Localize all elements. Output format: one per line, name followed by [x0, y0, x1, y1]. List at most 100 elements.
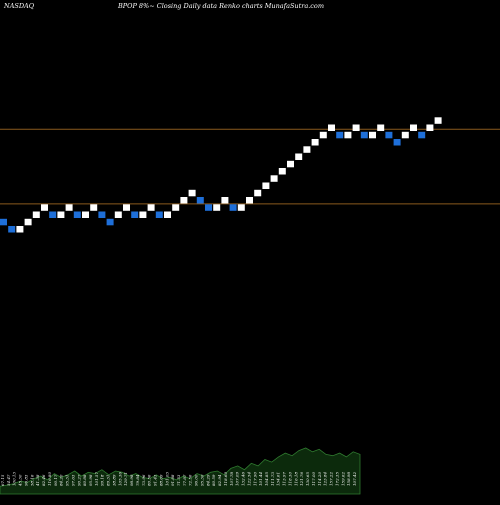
down-brick [0, 218, 7, 226]
up-brick [24, 218, 32, 226]
volume-label: 98.98 [129, 474, 134, 486]
down-brick [49, 211, 57, 218]
down-brick [73, 211, 81, 218]
up-brick [303, 146, 311, 153]
volume-label: 95.98 [88, 474, 93, 486]
up-brick [262, 182, 270, 189]
volume-label: 91.88 [170, 474, 175, 486]
volume-label: 100.13 [12, 472, 17, 486]
volume-label: 101.44 [258, 472, 263, 486]
up-brick [139, 211, 147, 218]
volume-label: 114.20 [317, 472, 322, 486]
volume-label: 82.94 [217, 474, 222, 486]
volume-label: 159.62 [340, 472, 345, 486]
volume-label: 77.87 [182, 474, 187, 486]
up-brick [57, 211, 65, 218]
volume-label: 122.54 [246, 472, 251, 486]
down-brick [155, 211, 163, 218]
volume-label: 96.00 [194, 474, 199, 486]
down-brick [360, 131, 368, 139]
volume-label: 107.78 [229, 472, 234, 486]
up-brick [311, 139, 319, 146]
up-brick [410, 124, 417, 131]
up-brick [123, 204, 130, 211]
up-brick [426, 124, 434, 131]
volume-label: 121.76 [299, 472, 304, 486]
volume-label: 111.73 [270, 472, 275, 486]
volume-label: 95.30 [200, 474, 205, 486]
volume-label: 132.46 [241, 472, 246, 486]
volume-label: 158.98 [346, 472, 351, 486]
up-brick [221, 197, 229, 204]
down-brick [229, 204, 237, 211]
down-brick [393, 139, 401, 146]
volume-label: 113.97 [282, 472, 287, 486]
volume-label: 107.09 [235, 472, 240, 486]
exchange-label: NASDAQ [3, 2, 35, 10]
up-brick [32, 211, 40, 218]
up-brick [369, 131, 376, 139]
up-brick [82, 211, 89, 218]
volume-label: 90.17 [53, 474, 58, 486]
down-brick [336, 131, 344, 139]
up-brick [164, 211, 171, 218]
volume-label: 134.61 [276, 472, 281, 486]
volume-label: 91.43 [153, 474, 158, 486]
up-brick [344, 131, 352, 139]
up-brick [254, 189, 262, 197]
volume-label: 107.42 [352, 472, 357, 486]
down-brick [205, 204, 212, 211]
volume-label: 117.90 [252, 472, 257, 486]
volume-label: 90.27 [76, 474, 81, 486]
volume-label: 38.89 [112, 474, 117, 486]
volume-label: 67.15 [0, 474, 5, 486]
up-brick [16, 226, 24, 233]
volume-label: 82.46 [41, 474, 46, 486]
up-brick [328, 124, 335, 131]
volume-label: 116.18 [293, 472, 298, 486]
up-brick [180, 197, 188, 204]
down-brick [98, 211, 106, 218]
down-brick [131, 211, 139, 218]
up-brick [213, 204, 221, 211]
volume-label: 96.83 [24, 474, 29, 486]
volume-label: 116.80 [47, 472, 52, 486]
volume-label: 80.88 [82, 474, 87, 486]
volume-label: 117.00 [311, 472, 316, 486]
up-brick [287, 160, 294, 168]
up-brick [278, 168, 286, 175]
down-brick [385, 131, 393, 139]
volume-label: 95.31 [65, 475, 70, 486]
volume-label: 101.57 [94, 472, 99, 486]
renko-bricks [0, 117, 442, 233]
volume-fill [0, 447, 361, 495]
up-brick [65, 204, 73, 211]
down-brick [8, 226, 16, 233]
up-brick [41, 204, 48, 211]
volume-label: 84.20 [59, 474, 64, 486]
volume-label: 104.85 [264, 472, 269, 486]
volume-label: 118.30 [288, 472, 293, 486]
up-brick [377, 124, 385, 131]
down-brick [106, 218, 114, 226]
up-brick [246, 197, 253, 204]
volume-label: 97.63 [70, 474, 75, 486]
up-brick [90, 204, 98, 211]
volume-label: 72.56 [188, 474, 193, 486]
volume-label: 45.30 [18, 474, 23, 487]
volume-label: 41.38 [35, 474, 40, 487]
volume-label: 172.35 [334, 472, 339, 486]
volume-label: 89.31 [106, 475, 111, 486]
volume-label: 80.56 [147, 474, 152, 486]
up-brick [172, 204, 180, 211]
up-brick [295, 153, 303, 160]
volume-label: 88.69 [158, 474, 163, 486]
up-brick [237, 204, 245, 211]
volume-label: 71.53 [176, 474, 181, 486]
volume-label: 105.36 [117, 472, 122, 486]
volume-area: 67.15 54.47 100.13 45.30 96.83 58.16 41.38 82.4… [0, 447, 361, 495]
up-brick [114, 211, 122, 218]
up-brick [352, 124, 360, 131]
